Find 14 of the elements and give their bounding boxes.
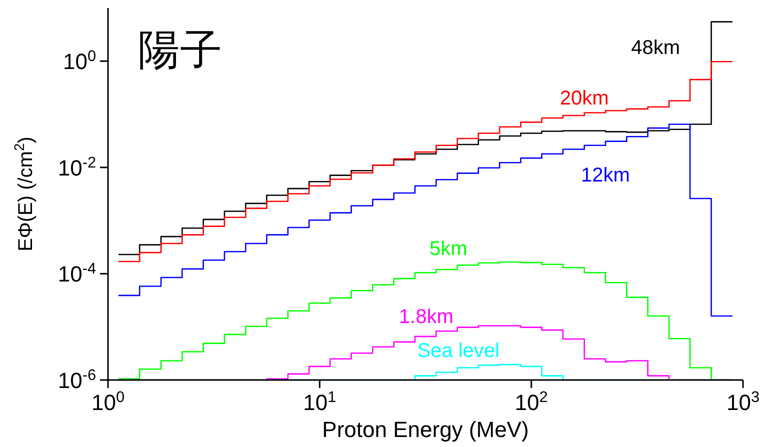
y-tick-label: 10$^{0}$ bbox=[62, 48, 96, 74]
y-tick-label: 10$^{-4}$ bbox=[58, 260, 96, 287]
series-label: 48km bbox=[631, 37, 680, 60]
chart-title: 陽子 bbox=[138, 24, 222, 76]
series-label: 5km bbox=[429, 238, 468, 260]
series-label: 20km bbox=[560, 88, 609, 110]
x-axis-title: Proton Energy (MeV) bbox=[322, 417, 529, 442]
series-label: 12km bbox=[581, 164, 630, 186]
series-label: Sea level bbox=[417, 340, 500, 362]
x-tick-label: 10$^{3}$ bbox=[726, 388, 760, 415]
x-tick-label: 10$^{1}$ bbox=[303, 388, 336, 415]
y-tick-label: 10$^{-2}$ bbox=[58, 154, 96, 180]
x-tick-label: 10$^{2}$ bbox=[514, 388, 548, 415]
series-label: 1.8km bbox=[398, 306, 454, 328]
